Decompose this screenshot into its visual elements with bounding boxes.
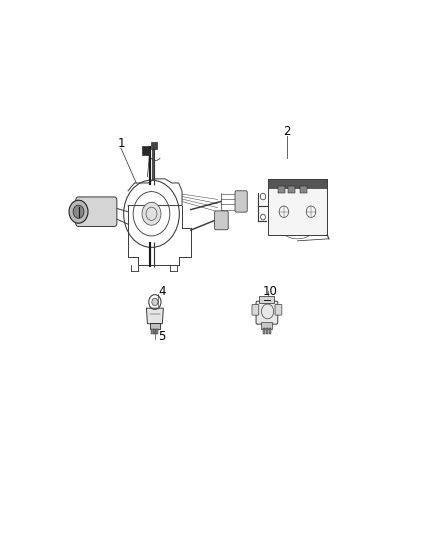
Text: 2: 2 xyxy=(283,125,291,138)
Bar xyxy=(263,328,265,334)
Bar xyxy=(268,179,327,235)
FancyBboxPatch shape xyxy=(300,186,307,193)
Text: 1: 1 xyxy=(117,138,125,150)
FancyBboxPatch shape xyxy=(215,211,228,230)
FancyBboxPatch shape xyxy=(278,186,285,193)
FancyBboxPatch shape xyxy=(141,146,150,155)
Bar xyxy=(259,296,274,303)
FancyBboxPatch shape xyxy=(235,191,247,212)
Bar xyxy=(266,328,268,334)
FancyBboxPatch shape xyxy=(288,186,295,193)
Circle shape xyxy=(69,200,88,223)
FancyBboxPatch shape xyxy=(256,301,278,324)
FancyBboxPatch shape xyxy=(151,142,157,149)
Bar xyxy=(269,328,271,334)
Bar xyxy=(156,329,158,334)
Bar xyxy=(150,323,159,329)
Bar xyxy=(268,179,327,188)
Text: 10: 10 xyxy=(263,285,278,298)
Circle shape xyxy=(152,298,158,306)
Circle shape xyxy=(142,202,161,225)
Text: 4: 4 xyxy=(158,285,166,298)
Polygon shape xyxy=(146,308,163,324)
Bar xyxy=(154,329,156,334)
Bar xyxy=(261,322,272,329)
FancyBboxPatch shape xyxy=(76,197,117,227)
Bar xyxy=(152,329,154,334)
Circle shape xyxy=(73,205,84,219)
FancyBboxPatch shape xyxy=(275,304,282,315)
FancyBboxPatch shape xyxy=(252,304,259,315)
Text: 5: 5 xyxy=(158,330,166,343)
